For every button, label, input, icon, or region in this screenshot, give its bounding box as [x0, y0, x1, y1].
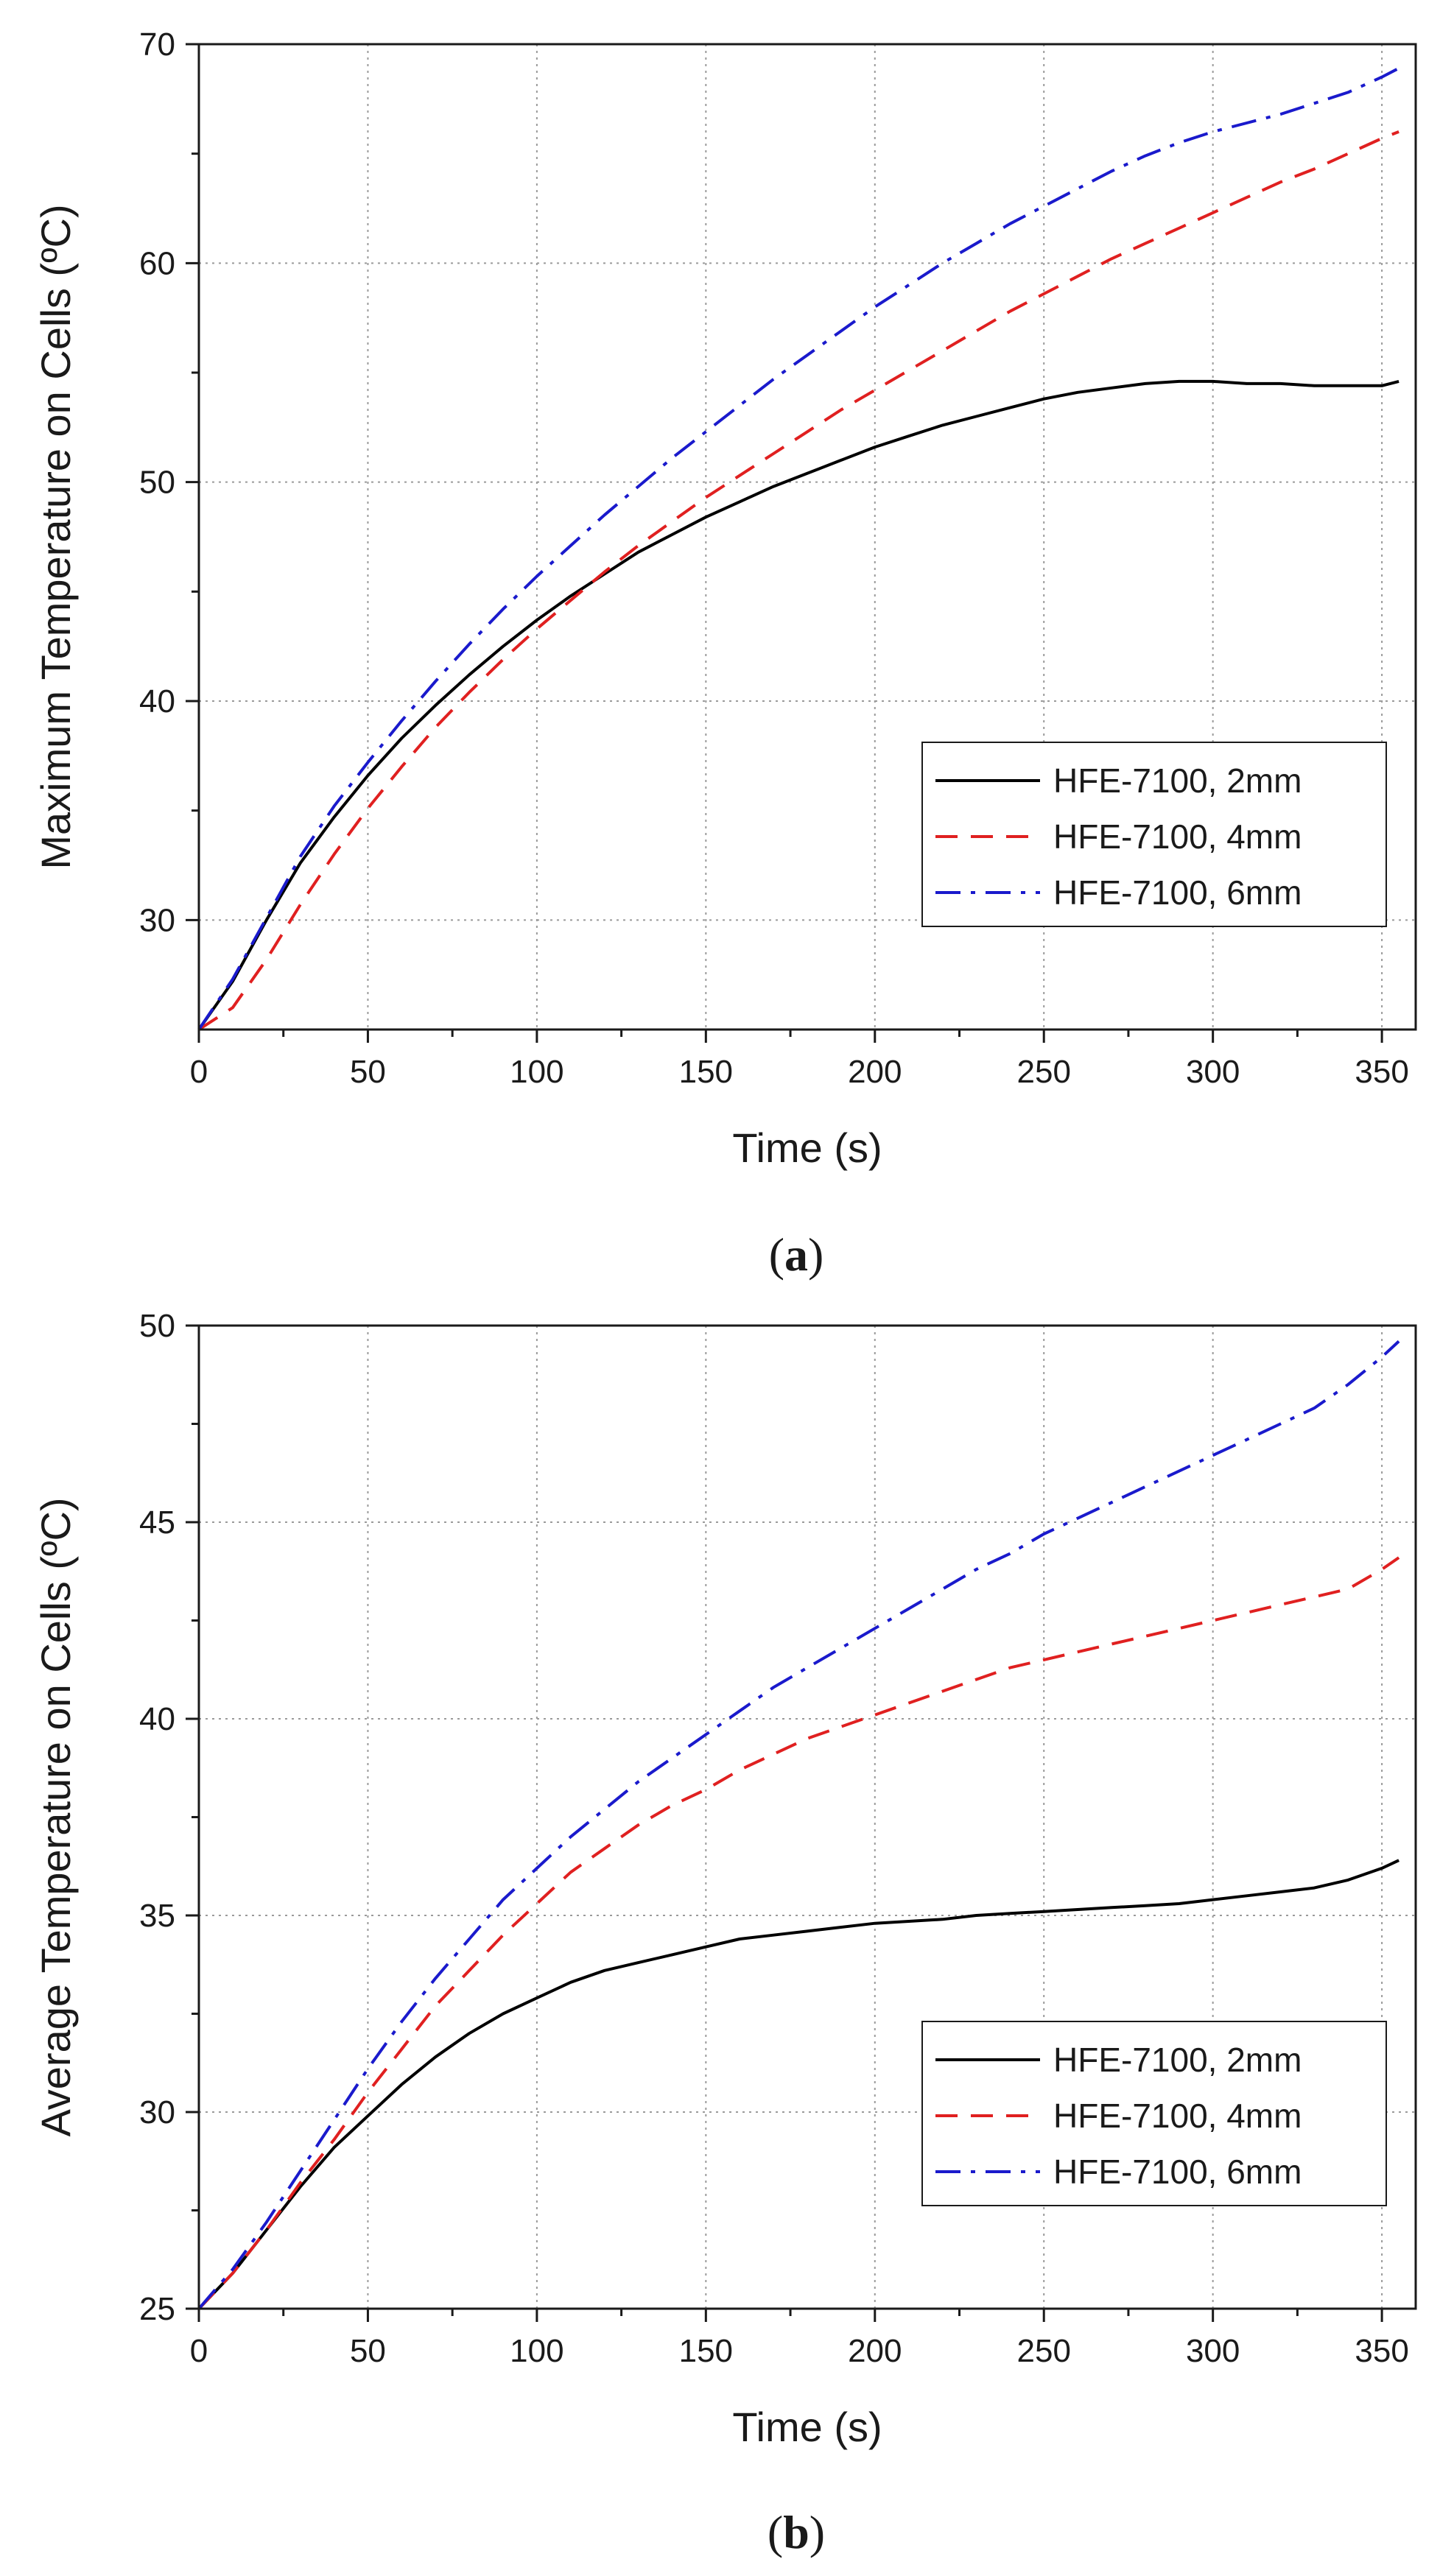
y-axis-title: Maximum Temperature on Cells (ºC) — [32, 204, 79, 869]
chart-panel-a: 0 50 100 150 200 250 300 350 30 40 50 60 70 Time (s) M… — [32, 27, 1417, 1281]
legend-box — [921, 2021, 1387, 2206]
x-tick-label: 250 — [1017, 1054, 1071, 1090]
series-line-2 — [197, 130, 1399, 1031]
plot-frame — [197, 43, 1417, 1031]
panel-label-close: ) — [809, 2506, 825, 2558]
x-tick-label: 350 — [1355, 1054, 1408, 1090]
y-tick-label: 50 — [139, 465, 175, 501]
legend: HFE-7100, 2mm HFE-7100, 4mm HFE-7100, 6mm — [921, 742, 1387, 927]
panel-label-letter: b — [783, 2506, 809, 2558]
series-line-3 — [197, 1340, 1400, 2310]
y-tick-label: 40 — [139, 1701, 175, 1737]
y-tick-label: 60 — [139, 245, 175, 281]
y-axis-title: Average Temperature on Cells (ºC) — [32, 1497, 79, 2136]
x-axis-title: Time (s) — [732, 1125, 882, 1171]
legend: HFE-7100, 2mm HFE-7100, 4mm HFE-7100, 6mm — [921, 2021, 1387, 2206]
y-tick-label: 35 — [139, 1898, 175, 1934]
x-tick-label: 200 — [848, 1054, 902, 1090]
y-tick-label: 45 — [139, 1505, 175, 1541]
legend-label-1: HFE-7100, 2mm — [1053, 2041, 1302, 2079]
legend-label-1: HFE-7100, 2mm — [1053, 761, 1302, 800]
x-tick-label: 150 — [679, 2333, 733, 2369]
x-tick-label: 0 — [190, 2333, 208, 2369]
x-tick-label: 50 — [350, 1054, 386, 1090]
legend-label-3: HFE-7100, 6mm — [1053, 2153, 1302, 2191]
legend-label-3: HFE-7100, 6mm — [1053, 873, 1302, 912]
y-tick-label: 50 — [139, 1308, 175, 1344]
series-line-1 — [197, 1859, 1399, 2310]
chart-panel-b: 0 50 100 150 200 250 300 350 25 30 35 40 45 50 Time (s… — [32, 1308, 1417, 2558]
x-tick-label: 300 — [1186, 2333, 1240, 2369]
series-line-2 — [197, 1556, 1400, 2310]
panel-label-open: ( — [769, 1228, 784, 1281]
y-tick-label: 30 — [139, 902, 175, 938]
x-tick-label: 350 — [1355, 2333, 1408, 2369]
panel-label: (b) — [768, 2506, 825, 2558]
y-tick-label: 70 — [139, 27, 175, 63]
x-tick-label: 150 — [679, 1054, 733, 1090]
y-tick-label: 30 — [139, 2094, 175, 2130]
y-tick-label: 25 — [139, 2291, 175, 2327]
x-tick-label: 100 — [510, 1054, 563, 1090]
legend-box — [921, 742, 1387, 927]
series-line-3 — [197, 66, 1400, 1031]
x-tick-label: 250 — [1017, 2333, 1071, 2369]
x-tick-label: 50 — [350, 2333, 386, 2369]
panel-label-close: ) — [808, 1228, 823, 1281]
legend-label-2: HFE-7100, 4mm — [1053, 817, 1302, 856]
y-tick-label: 40 — [139, 683, 175, 719]
x-tick-label: 300 — [1186, 1054, 1240, 1090]
panel-label-letter: a — [784, 1228, 808, 1281]
x-axis-title: Time (s) — [732, 2404, 882, 2450]
series-line-1 — [197, 379, 1399, 1031]
legend-label-2: HFE-7100, 4mm — [1053, 2097, 1302, 2135]
x-tick-label: 0 — [190, 1054, 208, 1090]
x-tick-label: 100 — [510, 2333, 563, 2369]
panel-label-open: ( — [768, 2506, 783, 2558]
x-tick-label: 200 — [848, 2333, 902, 2369]
panel-label: (a) — [769, 1228, 824, 1281]
